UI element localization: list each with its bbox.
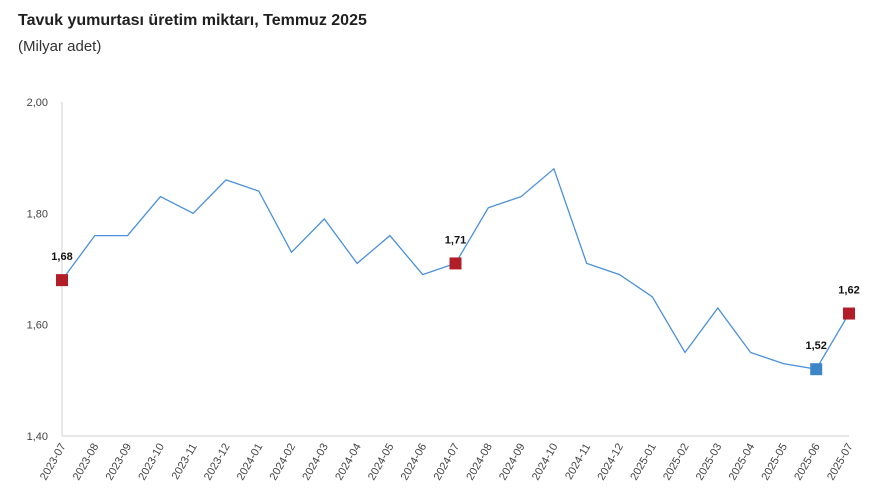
y-tick-label: 2,00 [27, 97, 48, 109]
x-tick-label: 2025-02 [661, 442, 692, 483]
x-tick-label: 2024-05 [366, 442, 397, 483]
x-tick-label: 2025-04 [727, 442, 758, 483]
x-tick-label: 2024-10 [530, 442, 561, 483]
x-tick-label: 2024-11 [563, 442, 593, 482]
x-tick-label: 2024-12 [595, 442, 626, 483]
x-tick-label: 2025-01 [628, 442, 659, 483]
x-tick-label: 2025-06 [792, 442, 823, 483]
data-marker [449, 257, 462, 270]
data-label: 1,71 [445, 234, 466, 246]
y-tick-label: 1,40 [27, 431, 48, 443]
x-tick-label: 2025-03 [694, 442, 725, 483]
x-tick-label: 2024-03 [300, 442, 331, 483]
x-tick-label: 2023-10 [136, 442, 167, 483]
x-tick-label: 2023-12 [202, 442, 233, 483]
data-marker [810, 363, 823, 376]
chart-subtitle: (Milyar adet) [18, 38, 102, 55]
x-tick-label: 2025-05 [759, 442, 790, 483]
x-tick-label: 2024-02 [268, 442, 299, 483]
y-tick-label: 1,60 [27, 320, 48, 332]
x-tick-label: 2025-07 [825, 442, 856, 483]
x-tick-label: 2023-08 [71, 442, 102, 483]
x-tick-label: 2023-09 [104, 442, 135, 483]
data-marker [56, 274, 68, 287]
x-tick-label: 2024-04 [333, 442, 364, 483]
data-marker [843, 307, 855, 320]
x-tick-label: 2024-07 [432, 442, 463, 483]
chart-title: Tavuk yumurtası üretim miktarı, Temmuz 2… [18, 12, 367, 29]
x-tick-label: 2024-01 [235, 442, 266, 483]
x-tick-label: 2024-06 [399, 442, 430, 483]
x-tick-label: 2024-09 [497, 442, 528, 483]
y-tick-label: 1,80 [27, 208, 48, 220]
data-label: 1,52 [805, 340, 826, 352]
data-label: 1,62 [838, 285, 859, 297]
x-tick-label: 2023-07 [38, 442, 69, 483]
x-tick-label: 2024-08 [464, 441, 495, 482]
data-label: 1,68 [51, 251, 72, 263]
x-tick-label: 2023-11 [170, 442, 200, 482]
